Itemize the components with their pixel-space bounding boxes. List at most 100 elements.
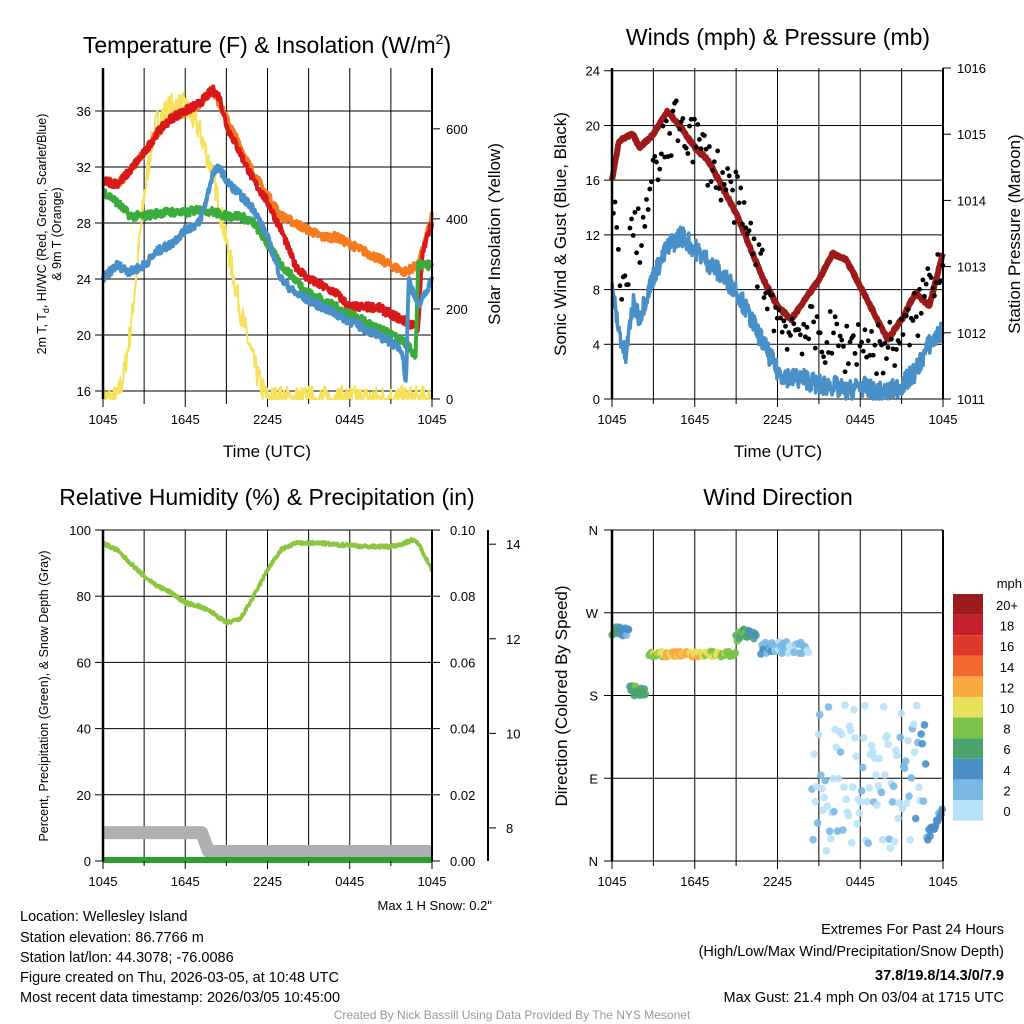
gust-point [897,340,903,346]
direction-point [861,701,869,710]
direction-point [889,782,898,791]
y-tick-label: 24 [586,64,600,79]
direction-point [919,797,928,805]
gust-point [649,179,654,185]
gust-point [668,153,674,158]
x-tick-label: 1045 [929,874,958,889]
legend-label: 16 [1000,639,1014,654]
y2-tick-label: 600 [446,122,468,137]
gust-point [723,187,729,193]
direction-point [846,726,855,735]
gust-point [615,246,621,252]
direction-point [815,710,824,719]
direction-point [820,793,828,802]
gust-point [710,167,716,173]
gust-point [915,333,921,339]
gust-point [657,166,663,172]
gust-point [667,131,673,136]
direction-point [911,814,920,823]
y2-tick-label: 0 [446,392,453,407]
direction-point [865,784,874,792]
y-tick-label: 32 [77,160,91,175]
legend-swatch [953,738,983,759]
gust-point [632,209,638,215]
legend-swatch [953,800,983,821]
gust-point [680,116,686,121]
x-tick-label: 1045 [418,874,447,889]
direction-point [856,798,865,806]
legend-swatch [953,676,983,697]
gust-point [622,273,628,279]
direction-point [873,801,881,809]
direction-point [813,819,822,827]
gust-point [884,356,889,361]
gust-point [647,186,653,192]
snow-tick-label: 12 [506,632,520,647]
direction-point [821,776,830,785]
direction-point [840,783,848,792]
gust-point [829,350,835,356]
temp-y-label: 2m T, Td, HI/WC (Red, Green, Scarlet/Blu… [35,114,51,355]
direction-point [875,754,884,763]
gust-point [776,307,782,313]
gust-point [627,225,633,231]
gust-point [801,321,807,327]
y-tick-label: 0 [593,392,600,407]
gust-point [857,343,863,349]
gust-point [652,154,658,159]
gust-point [708,179,714,184]
gust-point [753,262,759,268]
x-tick-label: 1645 [171,874,200,889]
gust-point [695,122,701,127]
gust-point [834,321,840,327]
gust-point [721,181,727,187]
legend-swatch [953,717,983,739]
gust-point [797,332,803,338]
gust-point [806,336,812,342]
direction-point [918,739,927,748]
legend-label: 10 [1000,701,1014,716]
y-tick-label: 24 [77,272,91,287]
direction-point [841,701,849,709]
gust-point [637,260,643,265]
gust-point [654,159,659,165]
location-text: Location: Wellesley Island [20,909,187,925]
gust-point [698,146,704,152]
gust-point [658,151,664,157]
gust-point [928,275,934,280]
direction-point [912,701,921,710]
precip-tick-label: 0.00 [450,854,475,869]
rh-panel-title: Relative Humidity (%) & Precipitation (i… [59,484,474,510]
legend-swatch [953,758,983,780]
x-tick-label: 1045 [929,412,958,427]
wind-x-label: Time (UTC) [734,442,822,461]
direction-point [907,774,916,782]
y-tick-label: 12 [586,228,600,243]
created-text: Figure created on Thu, 2026-03-05, at 10… [20,970,339,986]
direction-point [832,743,841,752]
gust-point [812,345,818,351]
gust-point [832,314,838,320]
direction-point [901,757,910,766]
gust-point [731,220,737,225]
x-tick-label: 1645 [680,412,709,427]
direction-point [880,771,889,779]
gust-point [887,319,893,325]
direction-point [868,747,877,756]
gust-point [625,282,631,287]
gust-point [634,250,639,256]
direction-point [872,771,880,779]
pressure-y-label: Station Pressure (Maroon) [1005,134,1024,333]
direction-point [878,835,887,844]
gust-point [809,304,815,310]
gust-point [761,295,767,301]
gust-point [923,281,929,287]
direction-label: E [589,771,598,786]
direction-point [853,820,862,828]
legend-swatch [953,614,983,636]
gust-point [683,145,689,151]
gust-point [875,322,881,328]
direction-point [852,752,860,761]
x-tick-label: 1045 [89,874,118,889]
